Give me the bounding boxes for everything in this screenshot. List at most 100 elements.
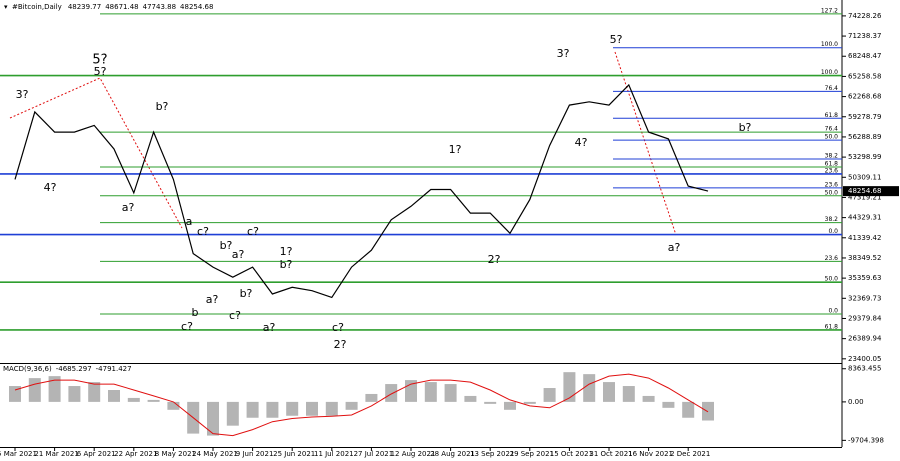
macd-bar bbox=[246, 401, 259, 418]
y-tick-label: 71238.37 bbox=[848, 32, 881, 40]
x-tick-label: 9 Jun 2021 bbox=[236, 450, 274, 458]
wave-label: 3? bbox=[16, 88, 29, 101]
x-tick-label: 5 Mar 2021 bbox=[0, 450, 37, 458]
y-tick-label: 59278.79 bbox=[848, 113, 881, 121]
macd-bar bbox=[48, 376, 61, 402]
wave-label: c? bbox=[229, 309, 241, 322]
fib-level-label: 38.2 bbox=[825, 153, 839, 160]
x-tick-label: 16 Nov 2021 bbox=[628, 450, 673, 458]
x-tick-label: 31 Oct 2021 bbox=[589, 450, 632, 458]
wave-label: 4? bbox=[44, 181, 57, 194]
ohlc-value: 48671.48 bbox=[105, 3, 138, 11]
macd-bar bbox=[504, 401, 516, 410]
x-tick-label: 28 Aug 2021 bbox=[430, 450, 475, 458]
x-tick-label: 11 Jul 2021 bbox=[314, 450, 354, 458]
macd-bar bbox=[444, 384, 457, 402]
macd-bar bbox=[28, 378, 41, 402]
wave-label: 1? bbox=[449, 143, 462, 156]
macd-bar bbox=[147, 399, 160, 402]
macd-title: MACD(9,36,6) bbox=[3, 365, 52, 373]
macd-bar bbox=[622, 386, 635, 402]
wave-label: b bbox=[192, 306, 199, 319]
price-tag-bg bbox=[843, 186, 899, 197]
fib-level-label: 50.0 bbox=[825, 189, 839, 196]
y-tick-label: 26389.94 bbox=[848, 335, 882, 343]
price-tag: 48254.68 bbox=[848, 187, 881, 195]
wave-label: a? bbox=[122, 201, 135, 214]
wave-label: a bbox=[186, 215, 193, 228]
y-tick-label: 23400.05 bbox=[848, 355, 881, 363]
wave-label: 5? bbox=[92, 53, 107, 68]
ohlc-value: 47743.88 bbox=[143, 3, 176, 11]
macd-bar bbox=[167, 401, 180, 410]
x-tick-label: 6 Apr 2021 bbox=[77, 450, 116, 458]
y-tick-label: 53298.99 bbox=[848, 153, 881, 161]
x-tick-label: 15 Oct 2021 bbox=[550, 450, 593, 458]
y-tick-label: 32369.73 bbox=[848, 294, 881, 302]
signal-line bbox=[14, 373, 709, 437]
wave-label: b? bbox=[240, 287, 253, 300]
macd-bar bbox=[642, 395, 655, 402]
y-tick-label: -9704.398 bbox=[848, 436, 884, 444]
ohlc-value: 48254.68 bbox=[180, 3, 213, 11]
macd-bar bbox=[543, 388, 556, 402]
macd-bar bbox=[702, 401, 714, 421]
macd-value: -4791.427 bbox=[96, 365, 132, 373]
fib-level-label: 100.0 bbox=[821, 41, 838, 48]
wave-label: b? bbox=[156, 100, 169, 113]
wave-label: c? bbox=[332, 321, 344, 334]
fib-level-label: 38.2 bbox=[825, 216, 839, 223]
y-tick-label: 44329.31 bbox=[848, 214, 881, 222]
wave-label: 4? bbox=[575, 136, 588, 149]
wave-label: 2? bbox=[488, 253, 501, 266]
x-tick-label: 13 Sep 2021 bbox=[470, 450, 514, 458]
wave-label: b? bbox=[220, 239, 233, 252]
wave-label: b? bbox=[280, 258, 293, 271]
macd-bar bbox=[325, 401, 338, 416]
macd-bar bbox=[583, 374, 596, 402]
macd-bar bbox=[266, 401, 279, 418]
fib-level-label: 23.6 bbox=[825, 167, 839, 174]
fib-level-label: 61.8 bbox=[825, 160, 839, 167]
fib-level-label: 76.4 bbox=[825, 126, 839, 133]
wave-label: 2? bbox=[334, 338, 347, 351]
fib-level-label: 0.0 bbox=[828, 228, 838, 235]
macd-bar bbox=[464, 395, 477, 402]
y-tick-label: 41339.42 bbox=[848, 234, 881, 242]
wave-label: c? bbox=[197, 225, 209, 238]
fib-level-label: 100.0 bbox=[821, 69, 838, 76]
fib-level-label: 23.6 bbox=[825, 181, 839, 188]
x-tick-label: 21 Mar 2021 bbox=[34, 450, 78, 458]
fib-level-label: 61.8 bbox=[825, 112, 839, 119]
y-tick-label: 50309.11 bbox=[848, 173, 881, 181]
wave-label: b? bbox=[739, 121, 752, 134]
y-tick-label: 56288.89 bbox=[848, 133, 881, 141]
macd-bar bbox=[345, 401, 358, 410]
fib-level-label: 23.6 bbox=[825, 255, 839, 262]
fib-level-label: 0.0 bbox=[828, 308, 838, 315]
x-tick-label: 8 May 2021 bbox=[155, 450, 196, 458]
wave-label: 3? bbox=[557, 47, 570, 60]
wave-label: c? bbox=[247, 225, 259, 238]
macd-bar bbox=[226, 401, 239, 426]
wave-label: 1? bbox=[280, 245, 293, 258]
macd-bar bbox=[563, 372, 576, 402]
wave-label: a? bbox=[668, 241, 681, 254]
fib-level-label: 50.0 bbox=[825, 134, 839, 141]
macd-bar bbox=[424, 382, 437, 402]
y-tick-label: 38349.52 bbox=[848, 254, 881, 262]
macd-bar bbox=[682, 401, 695, 418]
macd-bar bbox=[88, 382, 101, 402]
symbol-title: #Bitcoin,Daily bbox=[12, 3, 62, 11]
x-tick-label: 25 Jun 2021 bbox=[273, 450, 315, 458]
macd-bar bbox=[286, 401, 299, 416]
fib-level-label: 50.0 bbox=[825, 276, 839, 283]
y-tick-label: 29379.84 bbox=[848, 314, 882, 322]
fib-level-label: 76.4 bbox=[825, 85, 839, 92]
fib-level-label: 127.2 bbox=[821, 7, 838, 14]
y-tick-label: 65258.58 bbox=[848, 72, 881, 80]
macd-bar bbox=[108, 390, 120, 402]
x-tick-label: 29 Sep 2021 bbox=[510, 450, 554, 458]
macd-bar bbox=[127, 397, 140, 402]
